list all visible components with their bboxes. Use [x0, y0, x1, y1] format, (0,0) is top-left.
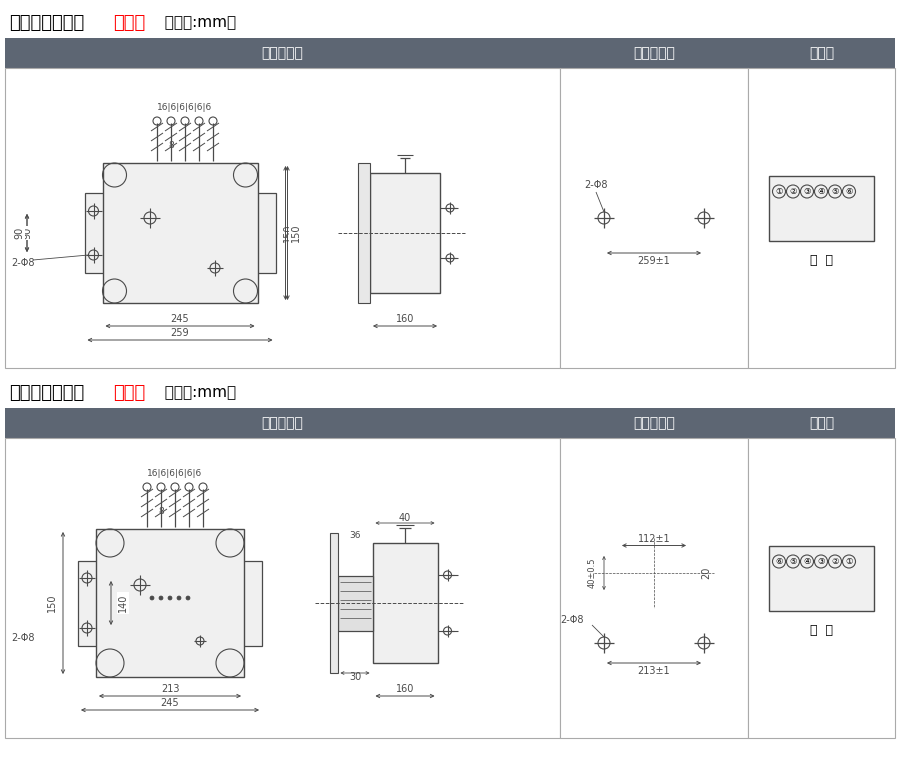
Text: 150: 150 [283, 223, 293, 242]
Text: ①: ① [775, 187, 783, 196]
Text: 端子图: 端子图 [809, 46, 834, 60]
Text: 112±1: 112±1 [638, 534, 670, 543]
Bar [103, 163, 257, 303]
FancyBboxPatch shape [622, 549, 687, 597]
Bar [5, 408, 560, 438]
Bar [769, 546, 874, 610]
Text: 前接线: 前接线 [113, 14, 145, 32]
Text: 245: 245 [171, 314, 189, 324]
Bar [85, 193, 275, 273]
Text: 213±1: 213±1 [638, 666, 670, 676]
Text: ②: ② [832, 557, 839, 566]
Bar [338, 575, 373, 631]
Text: 16|6|6|6|6|6: 16|6|6|6|6|6 [148, 468, 202, 477]
Bar [78, 561, 262, 645]
Text: 213: 213 [161, 684, 179, 694]
Bar [748, 408, 895, 438]
Text: 20: 20 [701, 567, 711, 579]
Text: 单相过流凸出式: 单相过流凸出式 [9, 14, 85, 32]
Text: ③: ③ [817, 557, 824, 566]
Text: 2-Φ8: 2-Φ8 [561, 615, 584, 625]
Bar [769, 176, 874, 240]
Text: ⑤: ⑤ [832, 187, 839, 196]
Text: 2-Φ8: 2-Φ8 [11, 258, 34, 268]
Text: ②: ② [789, 187, 796, 196]
Bar [560, 38, 748, 68]
Circle shape [177, 596, 181, 600]
Text: ⑥: ⑥ [845, 187, 853, 196]
Text: 端子图: 端子图 [809, 416, 834, 430]
Text: 160: 160 [396, 314, 414, 324]
Bar [373, 543, 437, 663]
Text: 2-Φ8: 2-Φ8 [11, 633, 34, 643]
Text: 8: 8 [168, 141, 174, 150]
Text: ③: ③ [803, 187, 811, 196]
Circle shape [168, 596, 172, 600]
Text: ④: ④ [803, 557, 811, 566]
Text: 40: 40 [399, 513, 411, 523]
Text: 30: 30 [349, 672, 361, 682]
Text: ⑤: ⑤ [789, 557, 796, 566]
Bar [96, 529, 244, 677]
Text: 2-Φ8: 2-Φ8 [584, 180, 608, 190]
Text: 150: 150 [291, 223, 301, 242]
Text: 后接线: 后接线 [113, 384, 145, 402]
Bar [5, 438, 560, 738]
Text: （单位:mm）: （单位:mm） [155, 15, 236, 30]
Text: 90: 90 [14, 227, 24, 239]
Bar [560, 68, 748, 368]
Text: ④: ④ [817, 187, 824, 196]
Bar [560, 408, 748, 438]
Text: 外形尺寸图: 外形尺寸图 [262, 46, 303, 60]
Bar [358, 163, 370, 303]
Text: 140: 140 [118, 594, 128, 613]
Text: 8: 8 [158, 508, 164, 517]
Text: 90: 90 [22, 227, 32, 239]
Bar [329, 533, 338, 673]
Text: 160: 160 [396, 684, 414, 694]
Text: 259±1: 259±1 [637, 256, 670, 266]
Text: ①: ① [845, 557, 853, 566]
Text: 40±0.5: 40±0.5 [588, 558, 597, 588]
Text: （单位:mm）: （单位:mm） [155, 385, 236, 401]
Text: 90: 90 [22, 227, 32, 239]
Bar [370, 173, 440, 293]
Text: 16|6|6|6|6|6: 16|6|6|6|6|6 [158, 103, 212, 112]
Bar [560, 438, 748, 738]
Text: 安装开孔图: 安装开孔图 [633, 46, 675, 60]
Text: ⑥: ⑥ [775, 557, 783, 566]
Text: 安装开孔图: 安装开孔图 [633, 416, 675, 430]
Text: 36: 36 [349, 530, 361, 540]
Bar [5, 38, 560, 68]
Text: 259: 259 [171, 328, 189, 338]
Circle shape [186, 596, 190, 600]
Text: 背  视: 背 视 [810, 624, 833, 637]
Bar [5, 68, 560, 368]
Bar [748, 438, 895, 738]
Text: 245: 245 [161, 698, 179, 708]
Text: 外形尺寸图: 外形尺寸图 [262, 416, 303, 430]
Bar [748, 38, 895, 68]
Circle shape [159, 596, 163, 600]
Text: 单相过流凸出式: 单相过流凸出式 [9, 384, 85, 402]
Text: 150: 150 [47, 594, 57, 613]
Bar [748, 68, 895, 368]
Circle shape [150, 596, 154, 600]
Text: 前  视: 前 视 [810, 254, 833, 267]
